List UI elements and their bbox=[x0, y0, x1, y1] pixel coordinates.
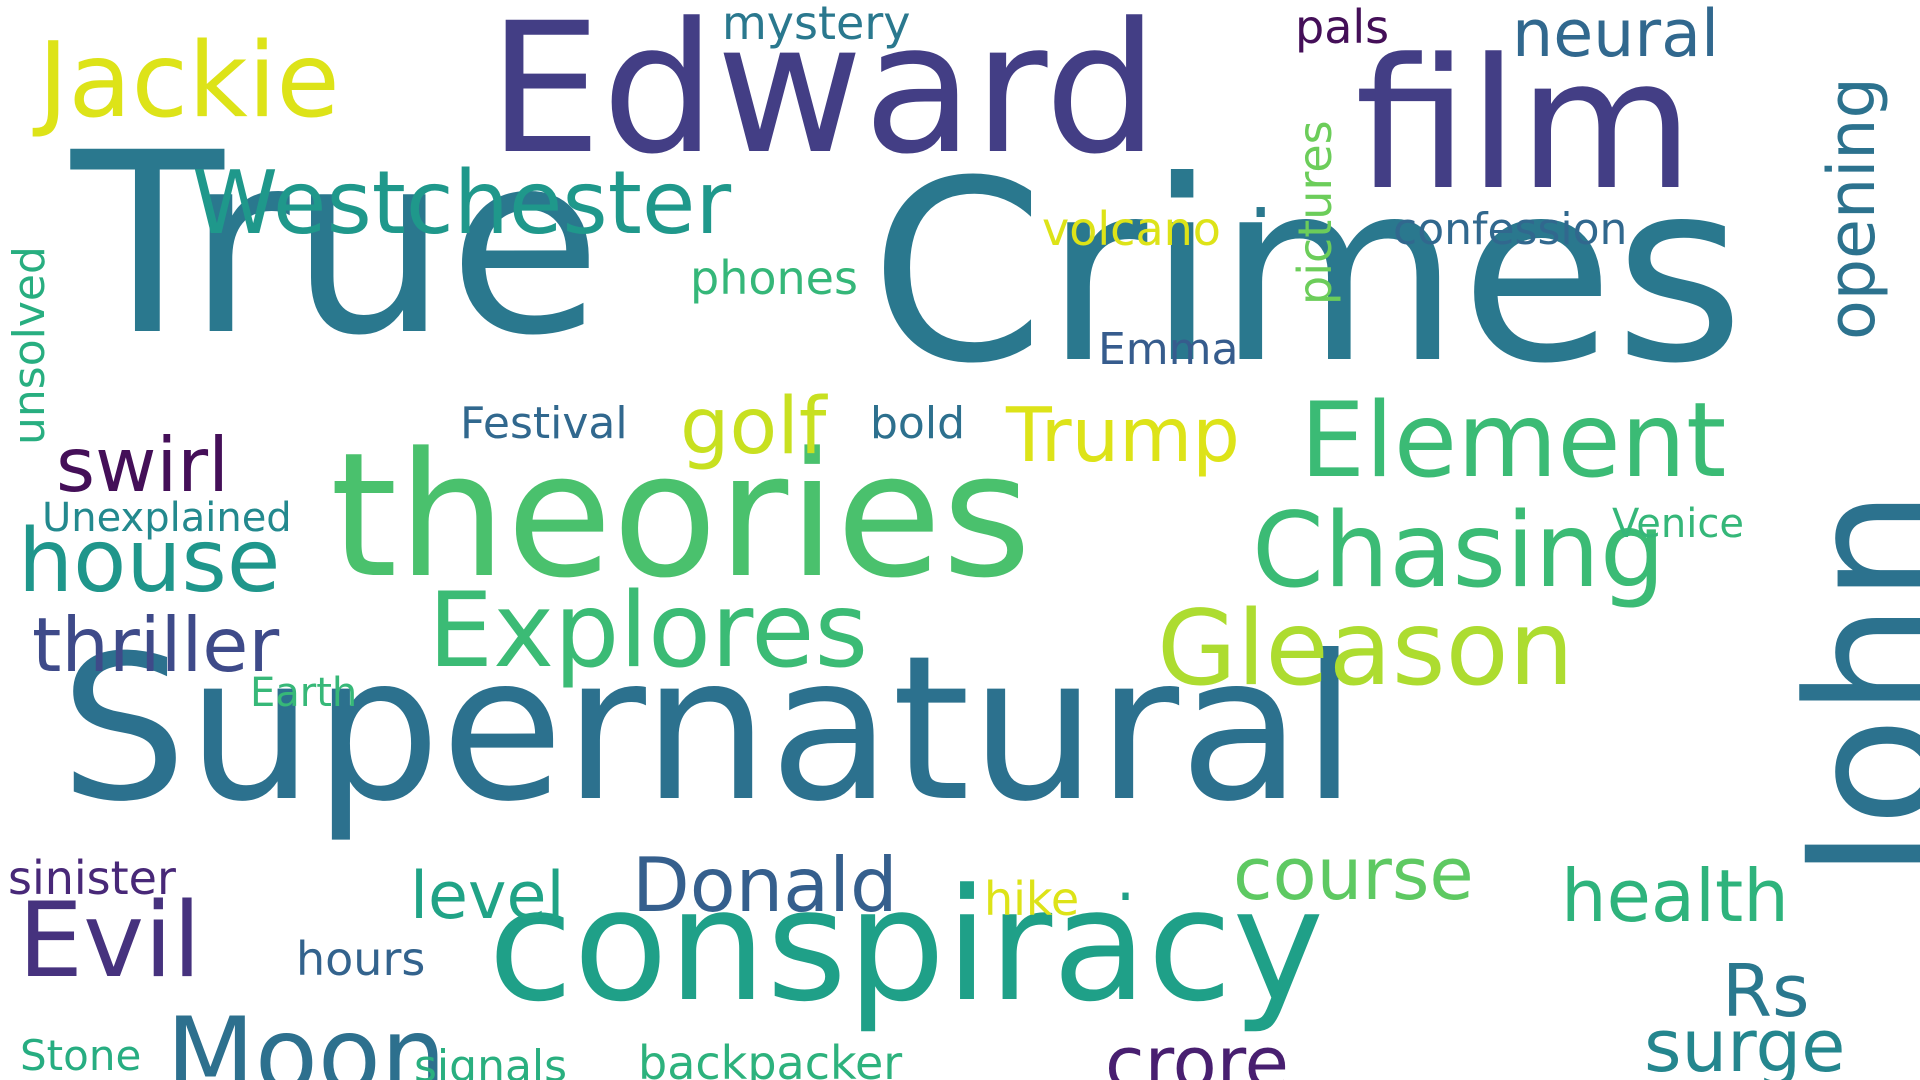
word-true: True bbox=[71, 99, 603, 390]
word-hours: hours bbox=[296, 932, 426, 986]
word-dot-2: . bbox=[1116, 845, 1136, 915]
word-john: John bbox=[1770, 488, 1920, 880]
word-moon: Moon bbox=[166, 996, 447, 1080]
word-donald: Donald bbox=[632, 841, 898, 929]
word-edward: Edward bbox=[488, 0, 1159, 194]
word-emma: Emma bbox=[1098, 324, 1239, 375]
word-festival: Festival bbox=[460, 398, 628, 449]
word-chasing: Chasing bbox=[1252, 491, 1666, 611]
word-jackie: Jackie bbox=[38, 21, 340, 141]
word-health: health bbox=[1561, 854, 1789, 938]
word-course: course bbox=[1233, 832, 1474, 916]
word-element: Element bbox=[1300, 381, 1727, 501]
word-thriller: thriller bbox=[32, 601, 280, 689]
word-mystery: mystery bbox=[722, 0, 911, 50]
word-bold: bold bbox=[870, 398, 966, 449]
word-volcano: volcano bbox=[1042, 202, 1221, 256]
word-stone: Stone bbox=[20, 1031, 142, 1080]
word-crore: crore bbox=[1105, 1021, 1289, 1080]
word-pictures: pictures bbox=[1288, 120, 1342, 305]
word-gleason: Gleason bbox=[1157, 589, 1574, 709]
word-venice: Venice bbox=[1612, 501, 1744, 547]
word-pals: pals bbox=[1295, 0, 1390, 54]
word-westchester: Westchester bbox=[192, 152, 732, 254]
word-conspiracy: conspiracy bbox=[488, 855, 1325, 1036]
word-earth: Earth bbox=[250, 670, 358, 716]
word-unsolved: unsolved bbox=[4, 246, 55, 445]
word-supernatural: Supernatural bbox=[60, 613, 1358, 846]
word-house: house bbox=[18, 510, 281, 612]
word-golf: golf bbox=[680, 382, 827, 472]
word-film: film bbox=[1355, 21, 1694, 230]
word-unexplained: Unexplained bbox=[42, 495, 292, 541]
word-neural: neural bbox=[1512, 0, 1719, 72]
word-theories: theories bbox=[330, 415, 1032, 616]
word-explores: Explores bbox=[428, 571, 869, 691]
word-trump: Trump bbox=[1006, 391, 1240, 479]
word-sinister: sinister bbox=[8, 851, 176, 905]
word-dot-1: . bbox=[1248, 143, 1274, 236]
word-opening: opening bbox=[1815, 77, 1890, 340]
word-rs: Rs bbox=[1722, 949, 1810, 1033]
word-phones: phones bbox=[690, 251, 858, 305]
word-swirl: swirl bbox=[56, 421, 229, 509]
word-evil: Evil bbox=[18, 881, 202, 1001]
word-confession: confession bbox=[1393, 204, 1628, 255]
word-level: level bbox=[410, 859, 565, 934]
word-hike: hike bbox=[984, 872, 1080, 926]
word-backpacker: backpacker bbox=[638, 1036, 903, 1080]
word-crimes: Crimes bbox=[870, 127, 1745, 418]
word-signals: signals bbox=[414, 1041, 568, 1080]
word-surge: surge bbox=[1644, 1004, 1846, 1080]
